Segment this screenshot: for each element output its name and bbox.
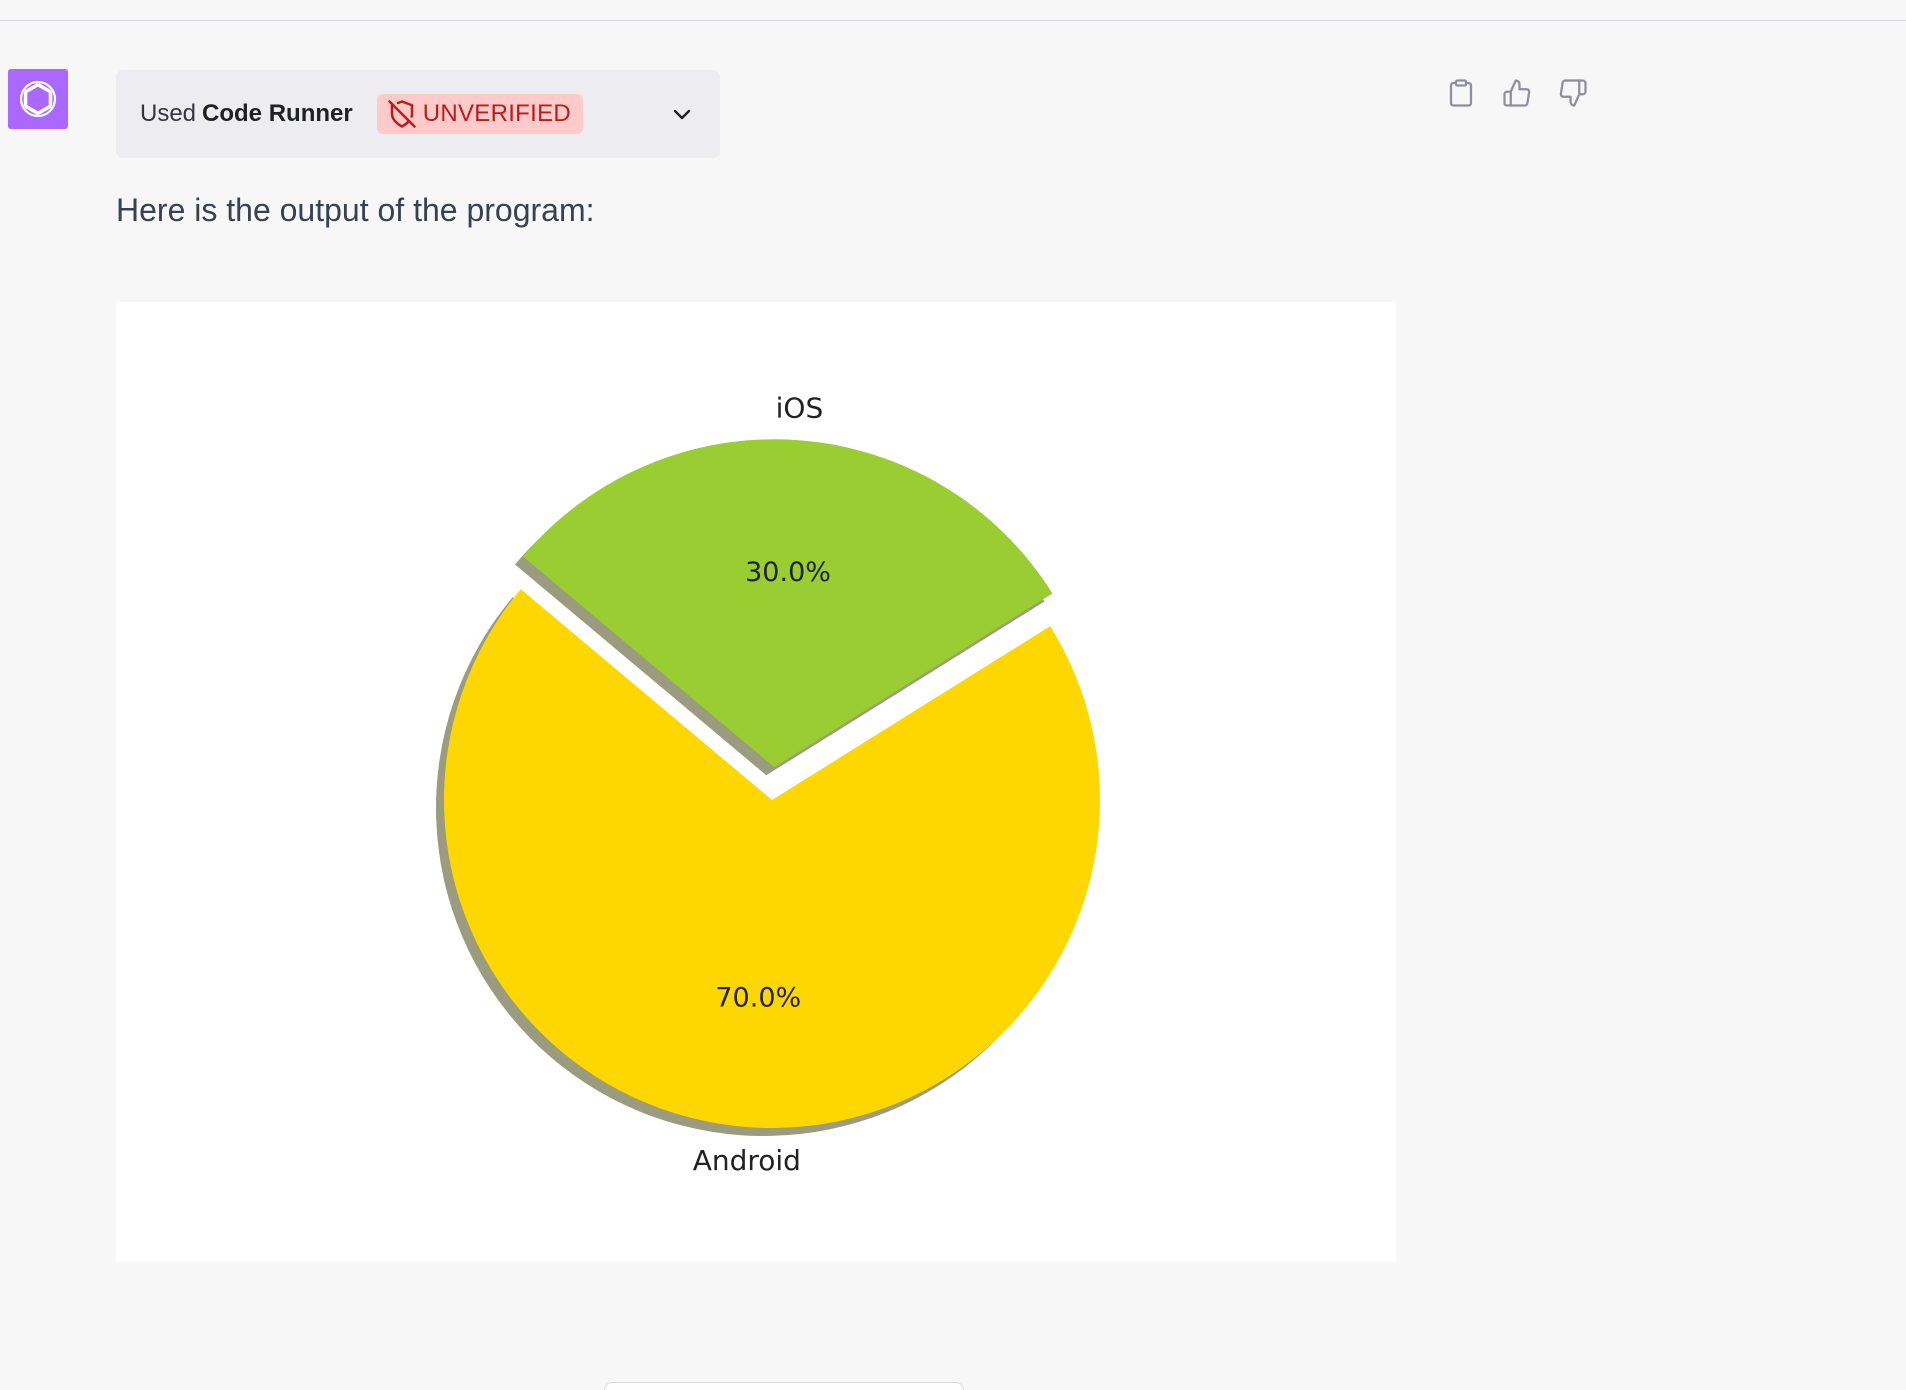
openai-logo-icon <box>19 80 57 118</box>
plugin-usage-bar[interactable]: Used Code Runner UNVERIFIED <box>116 70 720 158</box>
thumbs-up-button[interactable] <box>1500 76 1534 110</box>
pie-label-ios: iOS <box>776 391 824 424</box>
unverified-badge-label: UNVERIFIED <box>422 100 572 127</box>
plugin-used-label: Used <box>140 100 197 127</box>
unverified-badge: UNVERIFIED <box>376 94 584 134</box>
chevron-down-icon <box>673 109 691 120</box>
pie-chart-image: Android 70.0% iOS 30.0% <box>116 302 1396 1262</box>
assistant-avatar <box>8 69 68 129</box>
message-actions <box>1444 76 1590 110</box>
pie-pct-label-ios: 30.0% <box>745 557 831 588</box>
shield-off-icon <box>387 100 416 128</box>
assistant-message-text: Here is the output of the program: <box>116 192 595 228</box>
thumbs-up-icon <box>1503 79 1531 107</box>
pie-pct-label-android: 70.0% <box>715 982 801 1013</box>
top-divider <box>0 0 1906 21</box>
pie-slice-android <box>443 589 1100 1128</box>
pie-label-android: Android <box>693 1144 801 1177</box>
clipboard-icon <box>1449 79 1473 107</box>
plugin-name: Code Runner <box>202 100 353 127</box>
expand-plugin-button[interactable] <box>668 100 696 128</box>
pie-slice-ios <box>523 439 1053 768</box>
bottom-input-edge <box>604 1382 964 1390</box>
thumbs-down-icon <box>1559 79 1587 107</box>
copy-button[interactable] <box>1444 76 1478 110</box>
thumbs-down-button[interactable] <box>1556 76 1590 110</box>
pie-chart: Android 70.0% iOS 30.0% <box>436 391 1100 1177</box>
